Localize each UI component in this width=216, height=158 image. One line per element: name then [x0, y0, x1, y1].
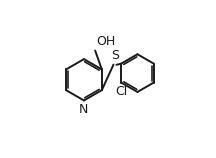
Text: N: N [79, 103, 89, 116]
Text: S: S [111, 49, 119, 62]
Text: OH: OH [96, 35, 115, 48]
Text: Cl: Cl [116, 85, 128, 98]
